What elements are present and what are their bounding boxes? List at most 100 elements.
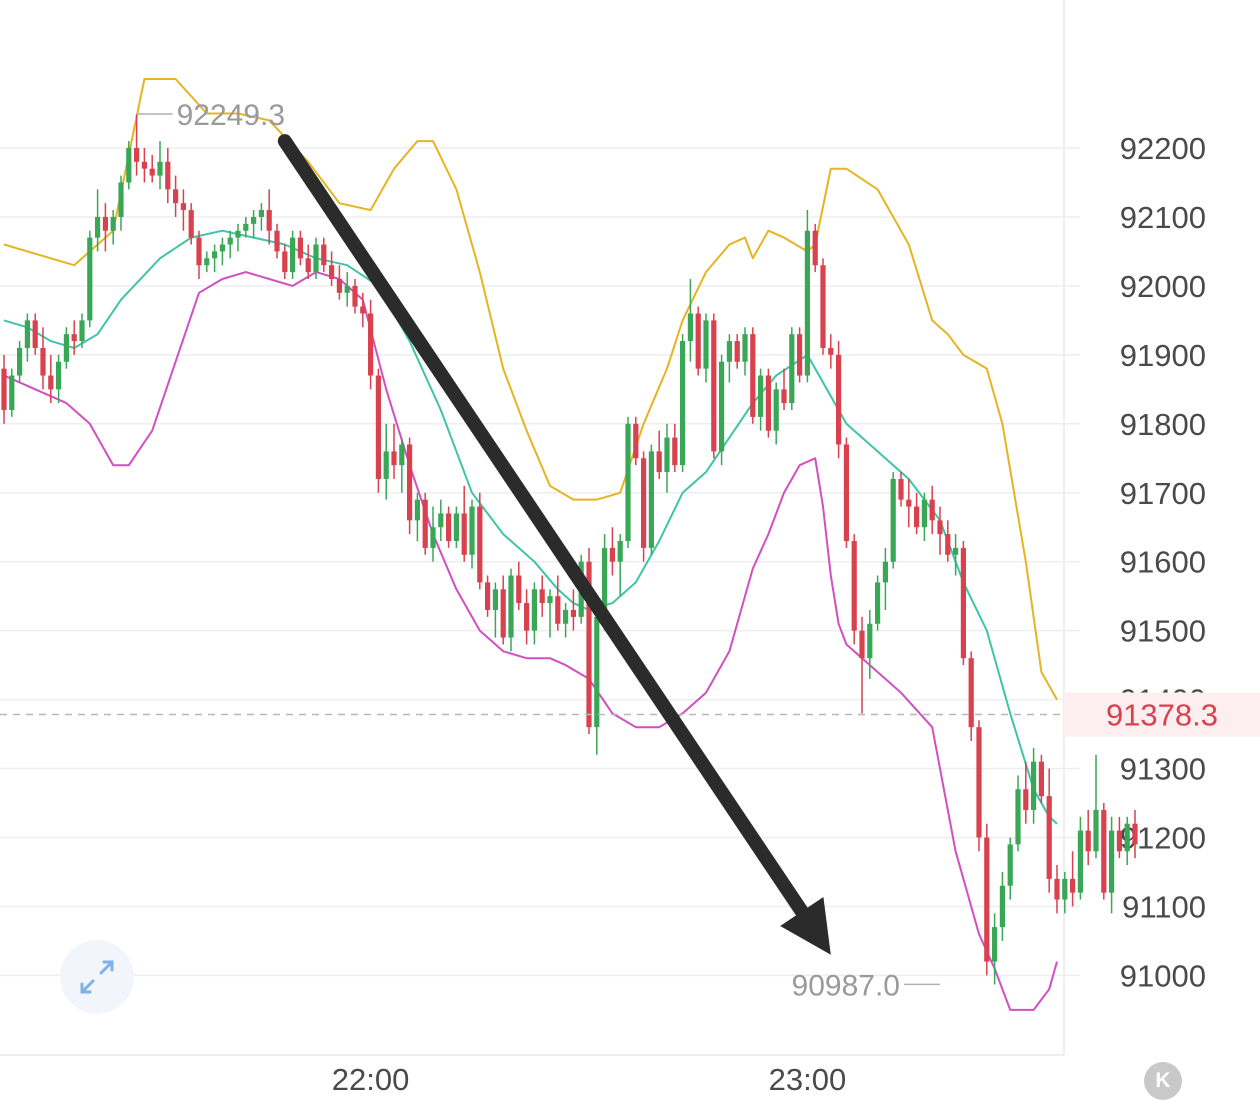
candle-body <box>9 375 15 411</box>
candle-body <box>836 354 842 445</box>
candle-body <box>594 616 600 728</box>
candle-down <box>391 423 397 479</box>
candle-body <box>742 334 748 362</box>
candle-body <box>407 444 413 521</box>
candle-up <box>63 327 69 369</box>
k-line-settings-button[interactable]: K <box>1144 1062 1182 1100</box>
candle-body <box>508 575 514 638</box>
candle-body <box>344 285 350 293</box>
candle-body <box>1070 878 1076 893</box>
candle-down <box>336 265 342 300</box>
candle-up <box>219 237 225 266</box>
candle-up <box>547 589 553 638</box>
candle-body <box>750 334 756 417</box>
candle-down <box>1116 816 1122 859</box>
candle-down <box>984 823 990 976</box>
candle-body <box>984 837 990 962</box>
candle-up <box>804 210 810 383</box>
candle-body <box>500 589 506 638</box>
candle-down <box>196 230 202 280</box>
candle-body <box>906 499 912 507</box>
candle-body <box>469 506 475 555</box>
candle-up <box>594 603 600 755</box>
y-tick-label: 92000 <box>1120 269 1206 304</box>
candle-down <box>368 299 374 390</box>
candle-down <box>188 203 194 245</box>
candle-up <box>430 506 436 562</box>
candle-body <box>204 258 210 266</box>
candle-body <box>516 575 522 604</box>
candle-down <box>914 492 920 535</box>
candle-up <box>1007 837 1013 900</box>
candle-down <box>297 230 303 266</box>
candle-up <box>1109 816 1115 914</box>
arrow-head <box>780 897 831 955</box>
candle-body <box>1062 878 1068 900</box>
candle-body <box>157 161 163 176</box>
candle-body <box>414 499 420 521</box>
candle-body <box>524 603 530 631</box>
candlesticks <box>1 114 1138 985</box>
candle-body <box>266 210 272 231</box>
grid-lines <box>0 147 1080 977</box>
candle-body <box>196 237 202 266</box>
candle-body <box>282 251 288 273</box>
candle-up <box>212 244 218 273</box>
candle-body <box>63 334 69 362</box>
candle-body <box>945 534 951 555</box>
candle-body <box>555 596 561 624</box>
candle-down <box>570 589 576 631</box>
y-axis: 92200 92100 92000 91900 91800 91700 91600 91500… <box>1120 131 1206 993</box>
candle-down <box>1054 865 1060 914</box>
candle-up <box>118 175 124 231</box>
candle-down <box>843 437 849 548</box>
x-tick-label: 22:00 <box>332 1062 410 1097</box>
candle-body <box>656 451 662 473</box>
candle-body <box>968 658 974 728</box>
candle-body <box>336 279 342 293</box>
candle-down <box>945 520 951 562</box>
candle-down <box>477 492 483 590</box>
candle-body <box>898 478 904 500</box>
candle-body <box>188 210 194 238</box>
candle-body <box>102 216 108 231</box>
expand-chart-button[interactable] <box>60 940 134 1014</box>
candle-body <box>79 320 85 342</box>
candle-body <box>765 375 771 431</box>
candle-body <box>851 541 857 631</box>
candle-body <box>586 561 592 728</box>
candle-body <box>570 609 576 617</box>
candle-body <box>773 389 779 431</box>
candle-body <box>1038 761 1044 797</box>
candle-down <box>765 368 771 438</box>
candle-body <box>953 547 959 555</box>
candle-down <box>40 327 46 390</box>
candle-down <box>134 114 140 176</box>
candle-body <box>141 161 147 169</box>
candle-body <box>960 547 966 659</box>
candle-body <box>875 582 881 624</box>
candle-up <box>24 313 30 362</box>
candle-down <box>305 244 311 280</box>
candle-down <box>711 313 717 459</box>
candle-body <box>680 341 686 466</box>
candle-body <box>24 320 30 348</box>
candle-body <box>1077 830 1083 893</box>
candle-up <box>383 423 389 500</box>
candle-body <box>781 389 787 404</box>
candle-down <box>274 223 280 259</box>
candle-up <box>508 568 514 652</box>
candle-body <box>921 499 927 528</box>
y-tick-label: 91100 <box>1122 889 1206 924</box>
candle-body <box>321 244 327 266</box>
candle-up <box>344 272 350 307</box>
candle-body <box>134 148 140 162</box>
arrow-shaft <box>277 134 812 922</box>
candle-body <box>859 630 865 659</box>
candle-up <box>1015 775 1021 852</box>
candle-down <box>360 292 366 328</box>
y-tick-label: 92200 <box>1120 131 1206 166</box>
candle-body <box>110 216 116 231</box>
candle-body <box>492 589 498 610</box>
